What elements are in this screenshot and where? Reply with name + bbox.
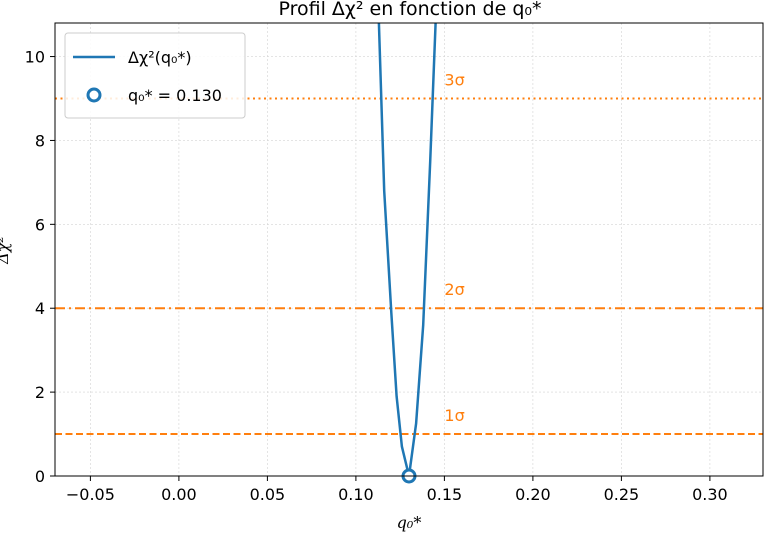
y-tick-label: 8 — [35, 131, 45, 150]
y-tick-label: 10 — [25, 48, 45, 67]
x-tick-label: 0.20 — [515, 485, 551, 504]
reference-line-label: 1σ — [444, 406, 464, 425]
y-tick-label: 2 — [35, 383, 45, 402]
plot-frame — [54, 22, 764, 477]
reference-lines — [55, 97, 763, 436]
x-tick-label: 0.05 — [250, 485, 286, 504]
series-line — [377, 23, 437, 476]
y-axis: 0 2 4 6 8 10 — [25, 48, 55, 486]
y-tick-label: 4 — [35, 299, 45, 318]
legend-box — [64, 32, 246, 119]
reference-line-label: 3σ — [444, 71, 464, 90]
x-tick-label: 0.25 — [604, 485, 640, 504]
y-tick-label: 0 — [35, 467, 45, 486]
x-axis: −0.05 0.00 0.05 0.10 0.15 0.20 0.25 0.30 — [66, 476, 728, 504]
legend: Δχ²(q₀*) q₀* = 0.130 — [64, 32, 246, 119]
y-tick-label: 6 — [35, 215, 45, 234]
reference-line-label: 2σ — [444, 280, 464, 299]
x-tick-label: 0.15 — [427, 485, 463, 504]
series-layer — [377, 23, 437, 476]
y-axis-title: Δχ² — [0, 236, 12, 265]
legend-best-fit-label: q₀* = 0.130 — [128, 86, 222, 105]
x-axis-title: q₀* — [397, 513, 422, 532]
legend-series-label: Δχ²(q₀*) — [128, 48, 192, 67]
x-tick-label: 0.00 — [161, 485, 197, 504]
x-tick-label: 0.10 — [338, 485, 374, 504]
reference-line-labels: 1σ 2σ 3σ — [444, 71, 464, 426]
x-tick-label: −0.05 — [66, 485, 115, 504]
chart-title: Profil Δχ² en fonction de q₀* — [278, 0, 541, 20]
x-tick-label: 0.30 — [692, 485, 728, 504]
legend-marker-swatch — [86, 87, 102, 103]
